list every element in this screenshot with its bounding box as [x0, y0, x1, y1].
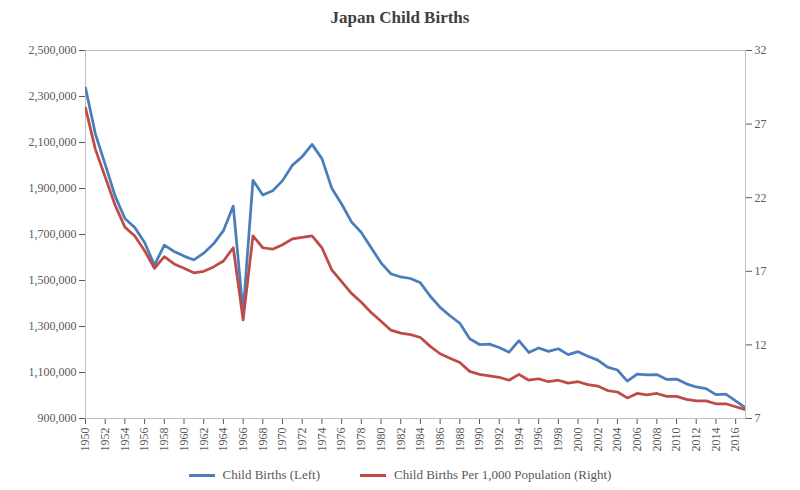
svg-text:1978: 1978 [354, 428, 368, 452]
svg-text:1,100,000: 1,100,000 [29, 365, 77, 379]
svg-text:2002: 2002 [591, 428, 605, 452]
svg-text:2012: 2012 [689, 428, 703, 452]
html-text:Child Births (Left): Child Births (Left) [222, 467, 320, 482]
svg-text:1998: 1998 [551, 428, 565, 452]
svg-text:1982: 1982 [394, 428, 408, 452]
html-text:Japan Child Births: Japan Child Births [330, 8, 470, 27]
svg-text:1958: 1958 [157, 428, 171, 452]
svg-text:2006: 2006 [630, 428, 644, 452]
svg-text:1992: 1992 [492, 428, 506, 452]
svg-text:1976: 1976 [334, 428, 348, 452]
svg-text:17: 17 [755, 264, 767, 278]
svg-text:1954: 1954 [118, 428, 132, 452]
svg-text:1,700,000: 1,700,000 [29, 227, 77, 241]
svg-text:1994: 1994 [512, 428, 526, 452]
svg-text:2016: 2016 [728, 428, 742, 452]
svg-text:1990: 1990 [472, 428, 486, 452]
svg-text:1,300,000: 1,300,000 [29, 319, 77, 333]
svg-text:2,100,000: 2,100,000 [29, 135, 77, 149]
svg-text:1996: 1996 [531, 428, 545, 452]
svg-text:2008: 2008 [650, 428, 664, 452]
svg-text:1952: 1952 [98, 428, 112, 452]
svg-text:1966: 1966 [236, 428, 250, 452]
svg-text:12: 12 [755, 338, 767, 352]
svg-text:1970: 1970 [275, 428, 289, 452]
svg-text:22: 22 [755, 191, 767, 205]
svg-text:1960: 1960 [177, 428, 191, 452]
svg-text:7: 7 [755, 411, 761, 425]
svg-text:1964: 1964 [216, 428, 230, 452]
svg-text:2010: 2010 [669, 428, 683, 452]
svg-text:1968: 1968 [256, 428, 270, 452]
svg-text:1972: 1972 [295, 428, 309, 452]
svg-text:2004: 2004 [610, 428, 624, 452]
svg-text:2,500,000: 2,500,000 [29, 43, 77, 57]
svg-text:1956: 1956 [137, 428, 151, 452]
svg-text:1,500,000: 1,500,000 [29, 273, 77, 287]
svg-text:1974: 1974 [315, 428, 329, 452]
svg-text:900,000: 900,000 [38, 411, 77, 425]
svg-text:2000: 2000 [571, 428, 585, 452]
svg-text:1950: 1950 [78, 428, 92, 452]
svg-text:1980: 1980 [374, 428, 388, 452]
svg-text:2014: 2014 [709, 428, 723, 452]
svg-text:32: 32 [755, 43, 767, 57]
svg-text:2,300,000: 2,300,000 [29, 89, 77, 103]
html-text:Child Births Per 1,000 Populat: Child Births Per 1,000 Population (Right… [394, 467, 612, 482]
svg-text:1962: 1962 [197, 428, 211, 452]
svg-text:27: 27 [755, 117, 767, 131]
svg-text:1986: 1986 [433, 428, 447, 452]
svg-text:1984: 1984 [413, 428, 427, 452]
svg-text:1988: 1988 [453, 428, 467, 452]
svg-text:1,900,000: 1,900,000 [29, 181, 77, 195]
